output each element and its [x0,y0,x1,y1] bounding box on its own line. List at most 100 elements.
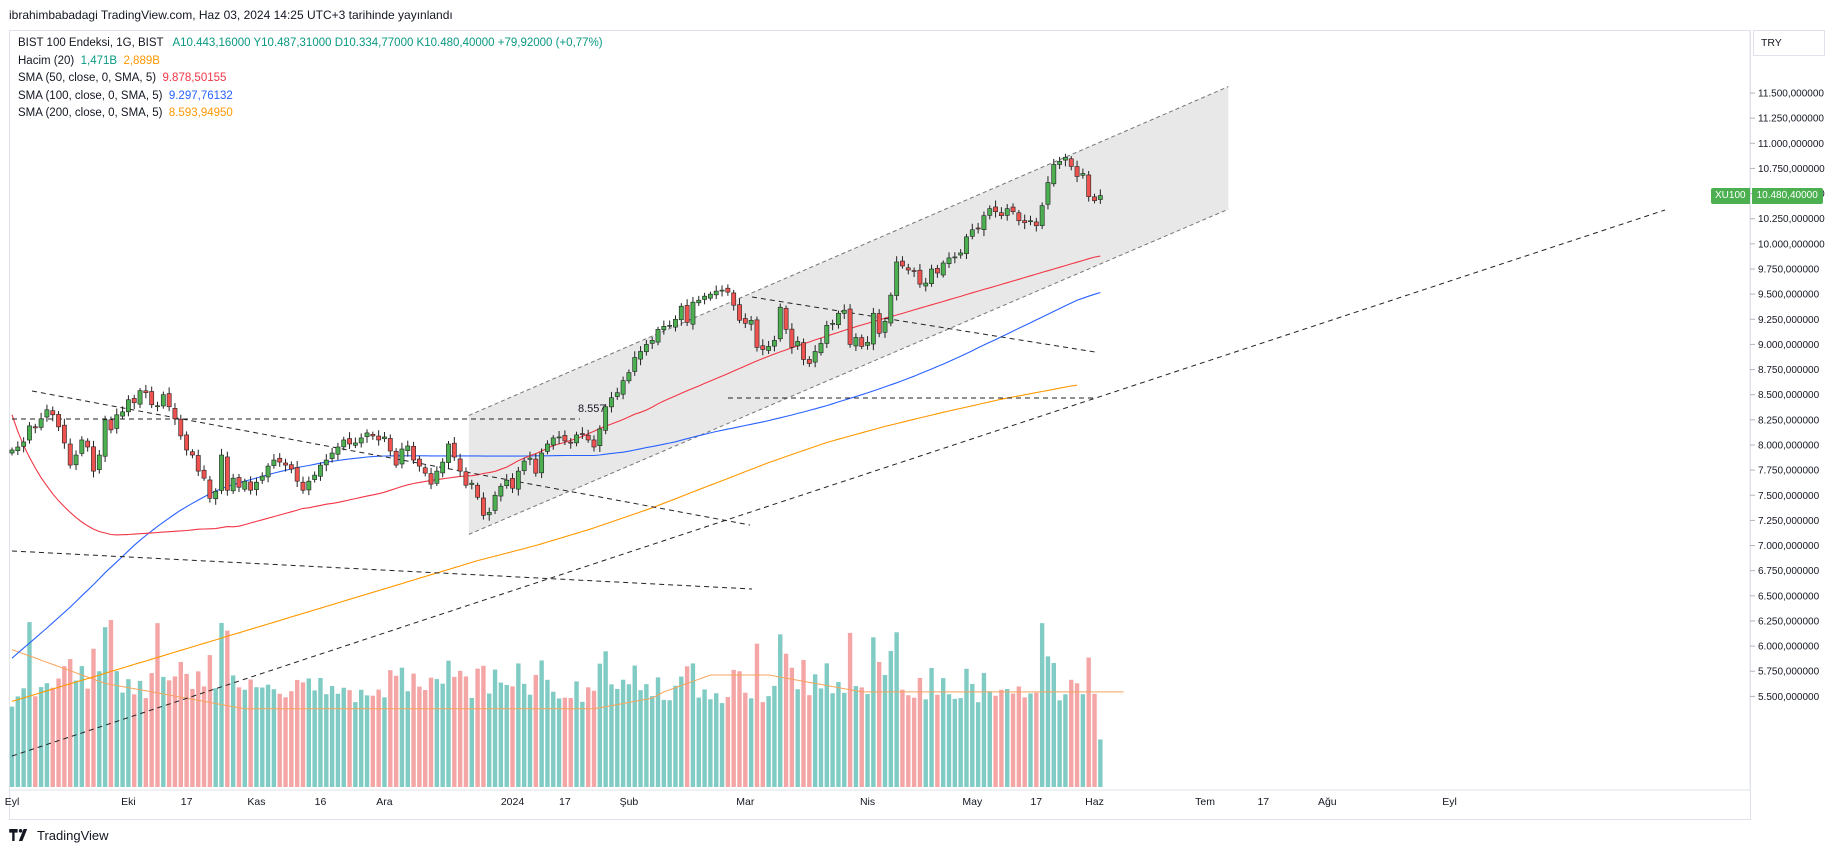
volume-bar [126,679,131,787]
volume-bar [359,689,364,787]
candle-body [254,481,259,490]
volume-bar [178,661,183,787]
candle-body [777,306,783,340]
volume-bar [68,659,73,787]
y-tick-label: 6.750,000000 [1758,566,1820,577]
volume-bar [690,663,696,787]
y-tick-label: 6.250,000000 [1758,616,1820,627]
volume-bar [91,648,96,787]
volume-bar [603,651,608,787]
candle-body [597,428,603,446]
volume-bar [667,700,672,787]
volume-bar [632,665,637,787]
y-tick-label: 7.250,000000 [1758,516,1820,527]
volume-bar [347,690,352,787]
volume-bar [271,689,277,787]
candle-body [498,485,504,497]
volume-bar [795,689,800,787]
candle-body [108,419,114,431]
legend-sma100-label: SMA (100, close, 0, SMA, 5) [18,89,163,102]
candle-body [265,465,271,478]
legend-volume-label: Hacim (20) [18,54,75,67]
legend-volume[interactable]: Hacim (20) 1,471B 2,889B [18,53,603,71]
candle-body [91,446,96,472]
volume-bar [684,666,690,787]
volume-bar [44,683,50,787]
y-tick-label: 10.000,000000 [1758,239,1825,250]
candle-body [1028,220,1033,223]
candle-body [38,418,44,428]
volume-bar [102,627,108,787]
volume-bar [970,683,975,787]
volume-bar [516,663,521,787]
volume-bar [859,687,864,787]
candle-body [707,293,713,299]
candle-body [213,490,219,500]
legend-sma100[interactable]: SMA (100, close, 0, SMA, 5) 9.297,76132 [18,88,603,106]
x-tick-label: Eyl [5,796,20,808]
candle-body [993,206,998,212]
candle-body [347,438,352,445]
volume-bar [923,699,928,787]
candle-body [294,467,300,482]
candle-body [969,229,975,237]
sma50-line [11,255,1101,536]
volume-bar [783,653,789,787]
x-tick-label: Haz [1085,796,1104,808]
candle-body [830,323,836,325]
candle-body [61,424,67,444]
volume-bar [143,698,149,787]
candle-body [207,479,213,499]
volume-bar [277,693,282,787]
candle-body [626,372,632,382]
candle-body [271,459,277,466]
candle-body [806,359,812,364]
currency-selector[interactable]: TRY [1753,30,1825,56]
candle-body [323,459,329,466]
volume-bar [33,696,38,787]
candle-body [527,457,533,460]
volume-bar [993,695,998,787]
volume-bar [521,683,527,787]
volume-bar [9,706,15,787]
volume-bar [801,659,806,787]
candle-body [661,326,667,331]
candle-body [795,341,801,347]
volume-bar [201,686,207,787]
legend-main[interactable]: BIST 100 Endeksi, 1G, BIST A10.443,16000… [18,35,603,53]
candle-body [1097,195,1103,200]
legend-sma50[interactable]: SMA (50, close, 0, SMA, 5) 9.878,50155 [18,70,603,88]
volume-bar [638,690,643,787]
candle-body [859,337,865,347]
published-line: ibrahimbabadagi TradingView.com, Haz 03,… [9,8,453,22]
volume-bar [975,702,981,787]
legend-sma200[interactable]: SMA (200, close, 0, SMA, 5) 8.593,94950 [18,105,603,123]
candle-body [579,433,585,435]
volume-bar [865,694,870,787]
volume-bar [481,665,486,787]
candle-body [312,474,318,480]
x-tick-label: 16 [315,796,327,808]
volume-bar [725,697,731,787]
candle-body [987,208,993,216]
x-tick-label: Ara [376,796,393,808]
candle-body [306,480,312,491]
volume-bar [591,690,597,787]
candle-body [702,295,707,300]
candle-body [818,343,824,354]
y-tick-label: 8.750,000000 [1758,365,1820,376]
volume-bar [946,694,952,787]
candle-body [958,252,964,256]
candle-body [801,342,806,360]
volume-bar [260,687,265,787]
y-tick-label: 11.500,000000 [1758,89,1824,100]
volume-bar [836,681,841,787]
volume-bar [457,670,463,787]
volume-bar [615,688,620,787]
channel-lower-line [468,208,1229,535]
x-tick-label: 17 [1257,796,1269,808]
candle-body [50,410,56,416]
volume-bar [166,680,172,787]
volume-bar [149,673,154,787]
